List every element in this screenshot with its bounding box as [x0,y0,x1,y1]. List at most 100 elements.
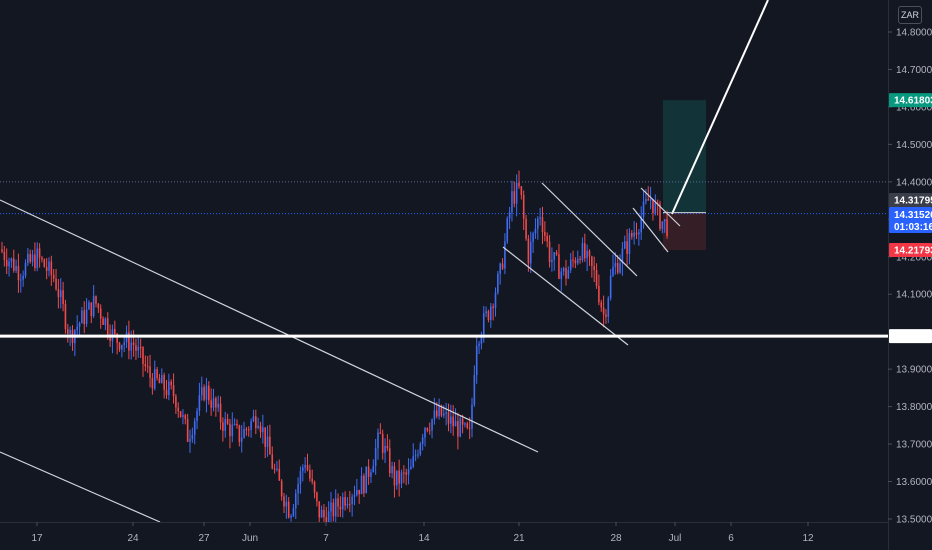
candle [146,355,149,374]
stop-zone [663,212,706,251]
candle-body [41,257,43,260]
candle-body [240,437,243,442]
candle-body [229,423,231,437]
candle-body [200,387,203,396]
candle [271,446,274,470]
candle [405,468,407,486]
candle-body [182,415,184,417]
candle-body [457,421,459,437]
candle [43,258,46,268]
candle [88,300,90,310]
candle [560,267,563,292]
currency-button[interactable]: ZAR [898,6,922,24]
time-axis-bg [0,522,888,550]
candle-body [447,412,450,424]
time-tick-label: 27 [198,533,210,544]
candle-body [104,318,107,325]
candle-body [417,454,419,456]
candle-body [652,199,654,214]
candle [226,413,229,425]
candle [656,199,659,216]
candle [229,418,231,449]
price-tick-label: 13.80000 [896,402,932,413]
price-tick-label: 14.80000 [896,28,932,39]
candle-body [654,202,657,214]
candle-body [584,243,586,259]
candle-body [231,424,234,437]
candle-body [50,261,53,275]
candle-body [163,375,165,390]
candle-body [412,456,415,467]
candle-body [255,416,257,429]
candle [426,427,429,433]
candle [257,417,259,430]
candle [433,397,436,425]
candle-body [128,332,130,351]
candle-body [316,492,318,502]
candle [45,258,48,280]
candle-body [353,495,356,497]
candle [346,497,349,509]
candle [29,249,31,264]
candle [468,417,471,440]
last-price-label: 14.31526 [894,210,932,221]
candle-body [609,275,612,299]
candle [633,221,635,245]
candle [480,331,483,350]
candle [471,397,473,438]
candle [393,462,396,498]
candle-body [539,217,541,219]
entry-price-tag: 14.31795 [889,193,932,207]
candle [294,489,297,520]
candle [316,491,318,507]
candle-body [607,298,610,317]
candle [285,494,288,519]
candle-body [621,248,624,264]
candle-body [5,259,8,267]
candle [623,235,626,250]
candle-body [69,329,71,334]
candle [323,503,325,525]
candle-body [661,221,664,229]
candle-body [287,501,290,518]
candle-body [525,218,527,239]
candle-body [292,508,295,516]
candle [377,428,379,460]
time-axis: 17 24 27 Jun 7 14 21 28 Jul 6 12 [0,522,888,550]
candle-body [438,405,440,417]
entry-price-tag-bg [889,193,932,207]
candle-body [306,465,309,471]
candle-body [337,498,339,507]
candle [553,251,556,271]
flag-lower-line [502,246,629,346]
candle-body [520,186,523,195]
candle [663,219,666,233]
candle-body [344,497,346,506]
candle [555,250,558,256]
candle-body [276,468,278,470]
candle [95,295,97,308]
candle [396,470,398,490]
target-zone [663,100,706,213]
candle-body [454,421,457,427]
candle-body [90,302,93,317]
candle-body [64,304,67,330]
candle [247,426,250,437]
candle-body [499,263,501,274]
candle [74,329,76,357]
small-flag-upper [640,187,681,227]
candle-body [656,202,659,204]
candle-body [114,329,116,334]
candle [290,513,292,522]
candle-body [414,455,417,457]
candle [128,320,130,360]
candle-body [257,425,259,429]
candle [447,403,450,432]
time-tick-label: 21 [513,533,525,544]
candle-body [252,416,255,422]
candle-body [109,334,111,342]
candle-body [553,252,556,260]
